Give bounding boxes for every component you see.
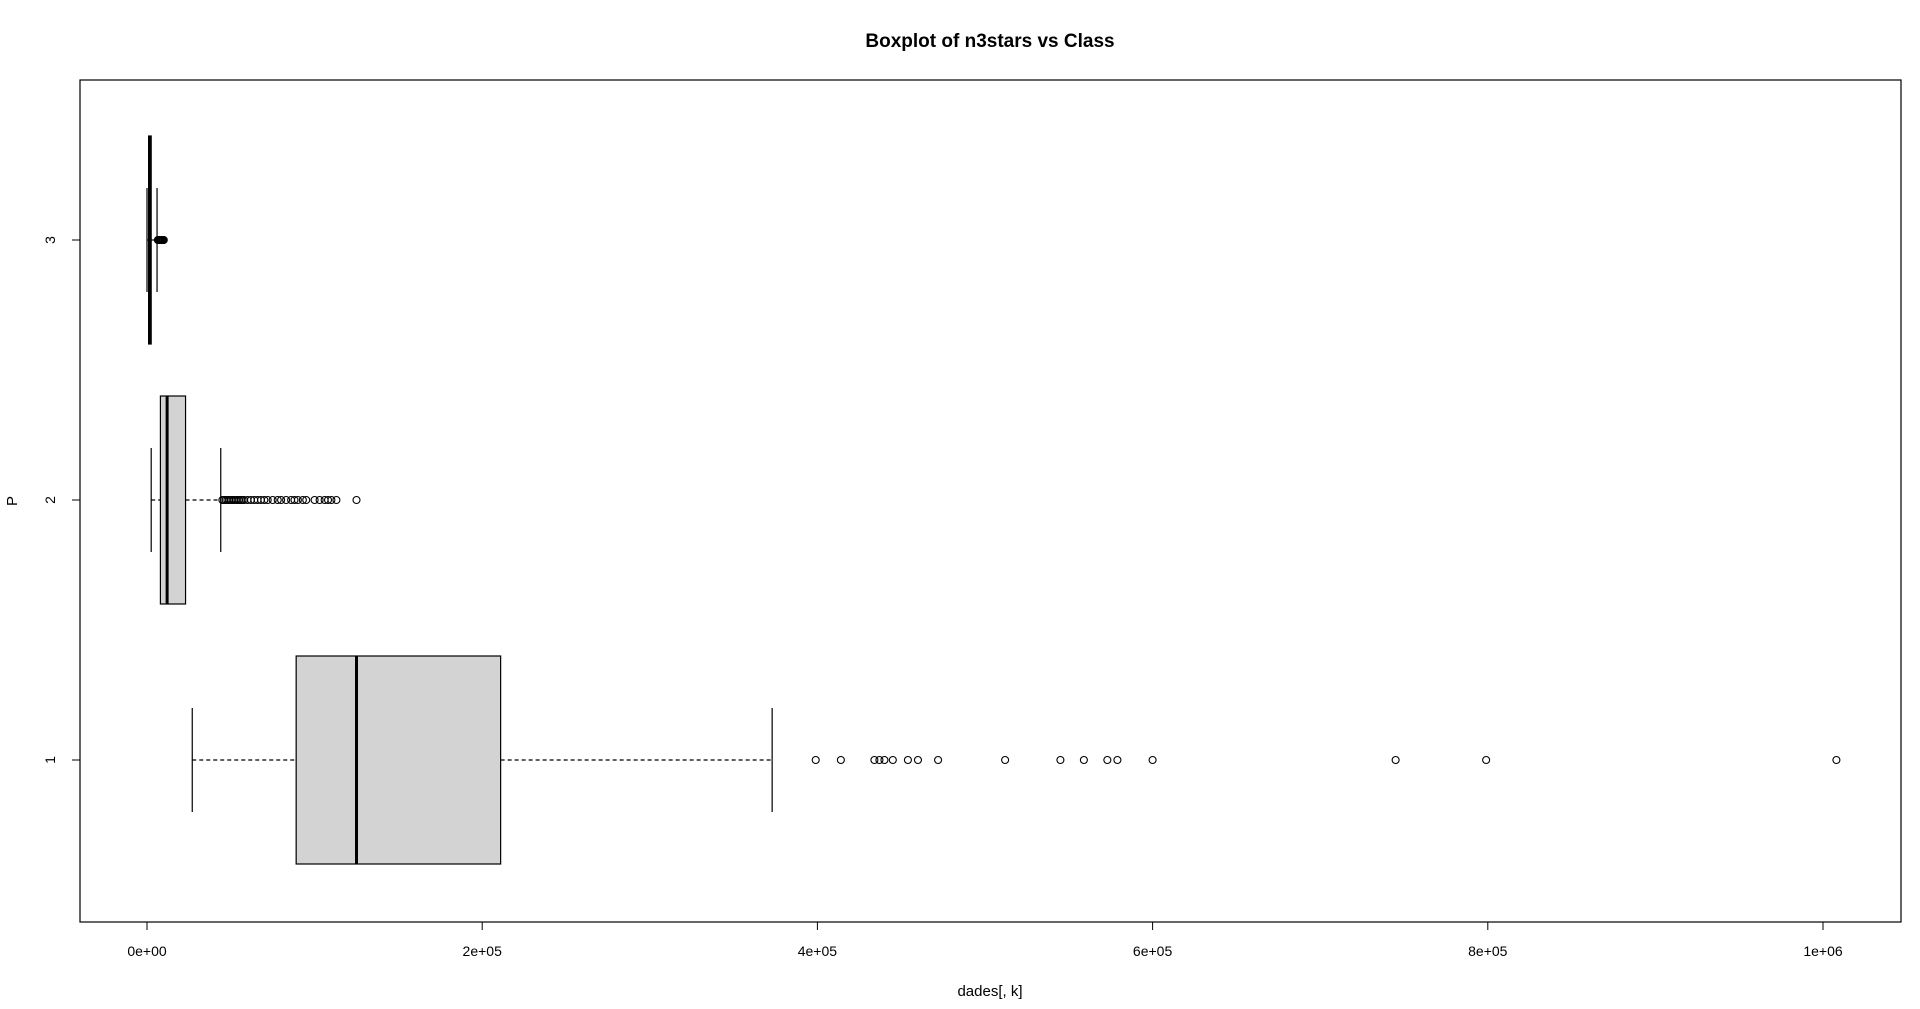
outlier-point: [1391, 755, 1400, 765]
outlier-point: [298, 495, 307, 505]
x-tick-label: 2e+05: [463, 943, 503, 959]
outlier-point: [1148, 755, 1157, 765]
outlier-point: [903, 755, 912, 765]
outlier-point: [273, 495, 282, 505]
outlier-point: [1103, 755, 1112, 765]
outlier-point: [880, 755, 889, 765]
iqr-box: [159, 395, 187, 605]
outlier-point: [811, 755, 820, 765]
y-tick-label: 3: [42, 236, 58, 244]
outlier-point: [888, 755, 897, 765]
outlier-point: [875, 755, 884, 765]
outlier-point: [277, 495, 286, 505]
box-group-2: [150, 395, 361, 605]
outlier-point: [934, 755, 943, 765]
x-axis: 0e+00 2e+05 4e+05 6e+05 8e+05 1e+06: [127, 921, 1843, 959]
outlier-point: [1113, 755, 1122, 765]
chart-title: Boxplot of n3stars vs Class: [865, 31, 1114, 52]
outlier-point: [1001, 755, 1010, 765]
y-tick-label: 2: [42, 496, 58, 504]
outlier-point: [1056, 755, 1065, 765]
outlier-point: [332, 495, 341, 505]
y-tick-label: 1: [42, 756, 58, 764]
x-tick-label: 6e+05: [1133, 943, 1173, 959]
x-tick-label: 1e+06: [1803, 943, 1843, 959]
y-axis: 1 2 3: [42, 236, 81, 764]
outlier-point: [290, 495, 299, 505]
iqr-box: [295, 655, 502, 865]
outlier-point: [315, 495, 324, 505]
outlier-point: [302, 495, 311, 505]
x-tick-label: 8e+05: [1468, 943, 1508, 959]
x-axis-label: dades[, k]: [957, 983, 1022, 1000]
outlier-point: [268, 495, 277, 505]
outlier-point: [1832, 755, 1841, 765]
outlier-point: [282, 495, 291, 505]
outlier-point: [310, 495, 319, 505]
chart-marks: [146, 135, 1841, 865]
outlier-point: [159, 235, 168, 245]
box-group-1: [191, 655, 1841, 865]
outlier-point: [260, 495, 269, 505]
box-group-3: [146, 135, 168, 345]
outlier-point: [836, 755, 845, 765]
outlier-point: [913, 755, 923, 765]
y-axis-label: P: [4, 496, 21, 506]
outlier-point: [870, 755, 879, 765]
x-tick-label: 0e+00: [127, 943, 167, 959]
outlier-point: [293, 495, 302, 505]
outlier-point: [1079, 755, 1088, 765]
x-tick-label: 4e+05: [798, 943, 838, 959]
outlier-point: [1482, 755, 1491, 765]
outlier-point: [352, 495, 361, 505]
outlier-point: [263, 495, 272, 505]
outlier-point: [323, 495, 333, 505]
outlier-point: [327, 495, 336, 505]
